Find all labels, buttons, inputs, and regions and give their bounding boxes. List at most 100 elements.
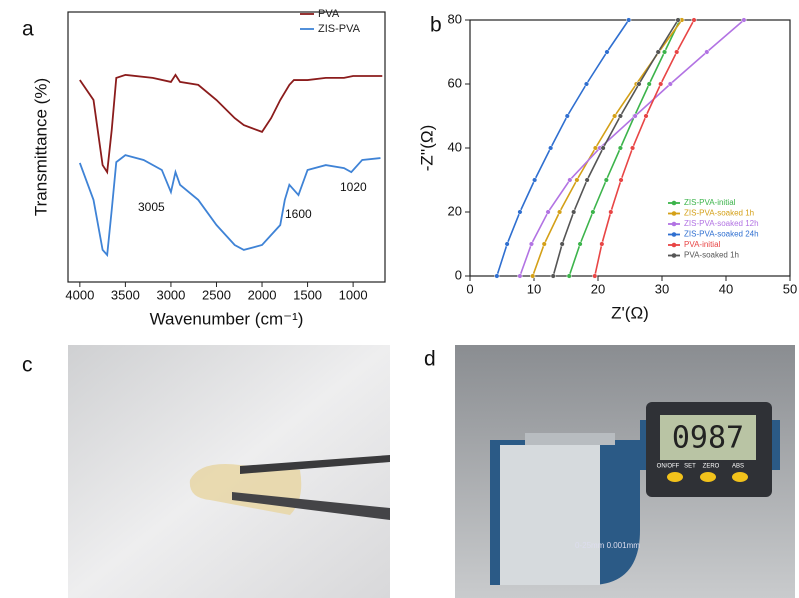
x-tick-label: 10 — [527, 281, 541, 296]
legend-label: ZIS-PVA — [318, 23, 361, 35]
x-axis-label: Wavenumber (cm⁻¹) — [150, 309, 304, 328]
series-line — [568, 19, 681, 277]
button-label: ABS — [732, 464, 744, 470]
data-point — [530, 273, 536, 279]
series-line — [552, 19, 679, 277]
data-point — [662, 49, 668, 55]
data-point — [592, 273, 598, 279]
series-line — [496, 19, 630, 277]
x-tick-label: 0 — [466, 281, 473, 296]
y-tick-label: 0 — [455, 267, 462, 282]
data-point — [532, 177, 538, 183]
tweezer — [240, 455, 390, 474]
data-point — [626, 17, 632, 23]
button — [732, 472, 748, 482]
data-point — [691, 17, 697, 23]
legend-label: ZIS-PVA-soaked 24h — [684, 230, 759, 239]
data-point — [557, 209, 563, 215]
x-tick-label: 4000 — [65, 287, 94, 302]
data-point — [590, 209, 596, 215]
spec-label: 0-25mm 0.001mm — [575, 541, 640, 550]
data-point — [643, 113, 649, 119]
legend-marker — [671, 200, 677, 206]
y-axis-label: -Z''(Ω) — [417, 125, 436, 172]
series-line — [531, 19, 683, 277]
data-point — [528, 241, 534, 247]
panel-label: d — [424, 348, 436, 371]
legend-marker — [671, 221, 677, 227]
series-line — [78, 154, 381, 258]
data-point — [603, 177, 609, 183]
data-point — [675, 17, 681, 23]
data-point — [674, 49, 680, 55]
data-point — [574, 177, 580, 183]
data-point — [559, 241, 565, 247]
x-axis-label: Z'(Ω) — [611, 303, 649, 322]
data-point — [636, 81, 642, 87]
y-axis-label: Transmittance (%) — [31, 78, 50, 216]
data-point — [617, 113, 623, 119]
lcd — [660, 415, 756, 460]
legend-label: ZIS-PVA-soaked 12h — [684, 219, 759, 228]
data-point — [571, 209, 577, 215]
x-tick-label: 3500 — [111, 287, 140, 302]
data-point — [646, 81, 652, 87]
data-point — [566, 273, 572, 279]
data-point — [604, 49, 610, 55]
x-tick-label: 1000 — [339, 287, 368, 302]
data-point — [617, 145, 623, 151]
data-point — [741, 17, 747, 23]
legend-label: PVA-soaked 1h — [684, 251, 739, 260]
data-point — [567, 177, 573, 183]
series-line — [594, 19, 695, 277]
series-line — [79, 73, 383, 175]
data-point — [600, 145, 606, 151]
x-tick-label: 2500 — [202, 287, 231, 302]
panel-label: a — [22, 18, 34, 41]
frame-inner — [500, 445, 600, 585]
data-point — [504, 241, 510, 247]
data-point — [667, 81, 673, 87]
data-point — [545, 209, 551, 215]
panel-label: c — [22, 354, 33, 377]
x-tick-label: 50 — [783, 281, 797, 296]
x-tick-label: 3000 — [156, 287, 185, 302]
data-point — [599, 241, 605, 247]
button-label: SET — [684, 464, 696, 470]
data-point — [632, 113, 638, 119]
data-point — [655, 49, 661, 55]
tweezer — [232, 492, 390, 520]
data-point — [577, 241, 583, 247]
legend-marker — [671, 211, 677, 216]
button — [700, 472, 716, 482]
annotation: 1020 — [340, 180, 367, 194]
data-point — [612, 113, 618, 119]
legend-label: ZIS-PVA-initial — [684, 198, 736, 207]
panel-label: b — [430, 14, 442, 37]
photo-d: 0987 ON/OFF SET ZERO ABS 0-25mm 0.001mm — [455, 345, 795, 598]
annotation: 1600 — [285, 207, 312, 221]
data-point — [592, 145, 598, 151]
x-tick-label: 2000 — [248, 287, 277, 302]
data-point — [517, 209, 523, 215]
x-tick-label: 40 — [719, 281, 733, 296]
legend-label: ZIS-PVA-soaked 1h — [684, 209, 754, 218]
data-point — [658, 81, 664, 87]
data-point — [564, 113, 570, 119]
legend-marker — [671, 253, 677, 258]
y-tick-label: 80 — [448, 11, 462, 26]
data-point — [517, 273, 523, 279]
data-point — [704, 49, 710, 55]
y-tick-label: 60 — [448, 75, 462, 90]
legend-marker — [671, 232, 677, 237]
data-point — [608, 209, 614, 215]
x-tick-label: 30 — [655, 281, 669, 296]
x-tick-label: 1500 — [293, 287, 322, 302]
button — [667, 472, 683, 482]
display-reading: 0987 — [672, 421, 744, 456]
button-label: ON/OFF — [657, 464, 680, 470]
photo-c — [68, 345, 390, 598]
legend-marker — [671, 242, 677, 248]
legend-label: PVA — [318, 8, 340, 20]
